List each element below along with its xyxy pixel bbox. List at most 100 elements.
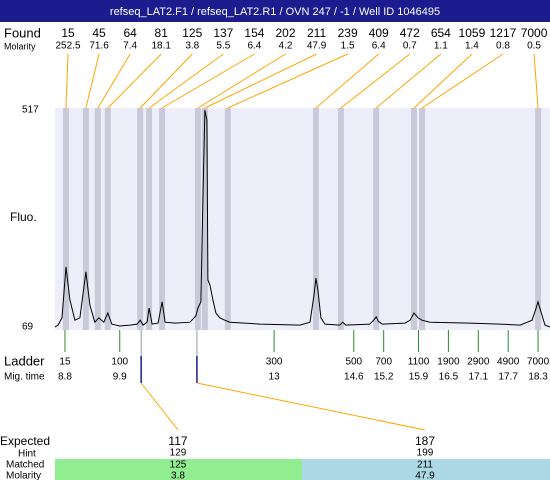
peak-connector bbox=[97, 53, 131, 109]
found-molarity: 0.7 bbox=[403, 41, 417, 52]
molarity-label: Molarity bbox=[4, 41, 36, 51]
peak-band bbox=[373, 108, 380, 330]
peak-connector bbox=[340, 53, 411, 109]
found-molarity: 5.5 bbox=[216, 41, 230, 52]
ladder-size: 100 bbox=[111, 357, 128, 368]
found-size: 472 bbox=[400, 26, 420, 40]
found-size: 15 bbox=[61, 26, 75, 40]
matched-size: 125 bbox=[170, 460, 187, 471]
ladder-time: 15.2 bbox=[374, 372, 394, 383]
peak-band bbox=[194, 108, 201, 330]
found-size: 654 bbox=[431, 26, 451, 40]
peak-connector bbox=[65, 53, 69, 109]
expected-molarity-label: Molarity bbox=[6, 471, 41, 480]
peak-band bbox=[224, 108, 231, 330]
peak-band bbox=[62, 108, 69, 330]
ladder-size: 7000 bbox=[527, 357, 550, 368]
ladder-time: 13 bbox=[269, 372, 281, 383]
hint-label: Hint bbox=[18, 449, 36, 460]
found-molarity: 71.6 bbox=[89, 41, 109, 52]
peak-connector bbox=[139, 53, 193, 109]
peak-connector bbox=[533, 53, 539, 109]
peak-band bbox=[411, 108, 418, 330]
found-label: Found bbox=[4, 25, 41, 40]
ladder-label: Ladder bbox=[4, 353, 45, 368]
y-tick-label: 517 bbox=[22, 105, 39, 116]
found-size: 202 bbox=[275, 26, 295, 40]
matched-size: 211 bbox=[417, 460, 433, 471]
peak-connector bbox=[197, 53, 286, 109]
trace-group bbox=[55, 109, 550, 328]
ladder-time: 16.5 bbox=[439, 372, 459, 383]
found-size: 211 bbox=[307, 26, 326, 40]
title: refseq_LAT2.F1 / refseq_LAT2.R1 / OVN 24… bbox=[110, 6, 440, 18]
ladder-size: 2900 bbox=[467, 357, 490, 368]
hint-size: 129 bbox=[170, 448, 187, 459]
found-molarity: 6.4 bbox=[247, 41, 261, 52]
ladder-size: 300 bbox=[266, 357, 283, 368]
ladder-time: 18.3 bbox=[528, 372, 548, 383]
expected-size: 187 bbox=[415, 434, 435, 448]
hint-size: 199 bbox=[417, 448, 434, 459]
found-molarity: 1.4 bbox=[465, 41, 479, 52]
mig-time-label: Mig. time bbox=[4, 372, 45, 383]
peak-band bbox=[137, 108, 144, 330]
peak-connector bbox=[421, 53, 504, 109]
matched-molarity: 47.9 bbox=[415, 471, 435, 480]
matched-molarity: 3.8 bbox=[171, 471, 185, 480]
found-molarity: 7.4 bbox=[123, 41, 137, 52]
found-size: 45 bbox=[92, 26, 106, 40]
found-size: 64 bbox=[123, 26, 137, 40]
peak-band bbox=[535, 108, 542, 330]
peak-connector bbox=[413, 53, 473, 109]
found-molarity: 6.4 bbox=[372, 41, 386, 52]
found-molarity: 47.9 bbox=[307, 41, 327, 52]
peak-connector bbox=[204, 53, 317, 109]
found-molarity: 18.1 bbox=[151, 41, 171, 52]
peak-band bbox=[201, 108, 208, 330]
peak-connector bbox=[315, 53, 380, 109]
found-size: 409 bbox=[369, 26, 389, 40]
ladder-time: 8.8 bbox=[58, 372, 72, 383]
matched-band bbox=[55, 459, 302, 480]
found-molarity: 1.5 bbox=[341, 41, 355, 52]
peak-connector bbox=[148, 53, 224, 109]
ladder-size: 1100 bbox=[408, 357, 430, 368]
peak-connector bbox=[227, 53, 348, 109]
peak-band bbox=[94, 108, 101, 330]
peak-connector bbox=[375, 53, 442, 109]
ladder-time: 17.1 bbox=[469, 372, 489, 383]
found-size: 154 bbox=[244, 26, 264, 40]
found-size: 1059 bbox=[459, 26, 486, 40]
peak-connector bbox=[85, 53, 100, 109]
found-size: 1217 bbox=[490, 26, 517, 40]
trace bbox=[55, 109, 550, 328]
found-molarity: 3.8 bbox=[185, 41, 199, 52]
expected-label: Expected bbox=[0, 434, 50, 448]
matched-band bbox=[302, 459, 550, 480]
found-molarity: 0.8 bbox=[496, 41, 510, 52]
ladder-size: 1900 bbox=[437, 357, 460, 368]
peak-band bbox=[104, 108, 111, 330]
found-size: 7000 bbox=[521, 26, 548, 40]
peak-band bbox=[312, 108, 319, 330]
peak-band bbox=[146, 108, 153, 330]
matched-label: Matched bbox=[6, 460, 44, 471]
found-molarity: 0.5 bbox=[527, 41, 541, 52]
peak-band bbox=[159, 108, 166, 330]
found-size: 137 bbox=[213, 26, 233, 40]
peak-connector bbox=[107, 53, 162, 109]
ladder-size: 700 bbox=[375, 357, 392, 368]
ladder-time: 14.6 bbox=[344, 372, 364, 383]
peak-band bbox=[337, 108, 344, 330]
ladder-size: 4900 bbox=[497, 357, 520, 368]
expected-size: 117 bbox=[168, 434, 187, 448]
y-tick-label: 69 bbox=[22, 322, 34, 333]
ladder-size: 500 bbox=[345, 357, 362, 368]
peak-connector bbox=[161, 53, 255, 109]
ladder-time: 17.7 bbox=[498, 372, 518, 383]
ladder-time: 9.9 bbox=[113, 372, 127, 383]
title-bar bbox=[0, 0, 550, 22]
found-size: 81 bbox=[155, 26, 169, 40]
